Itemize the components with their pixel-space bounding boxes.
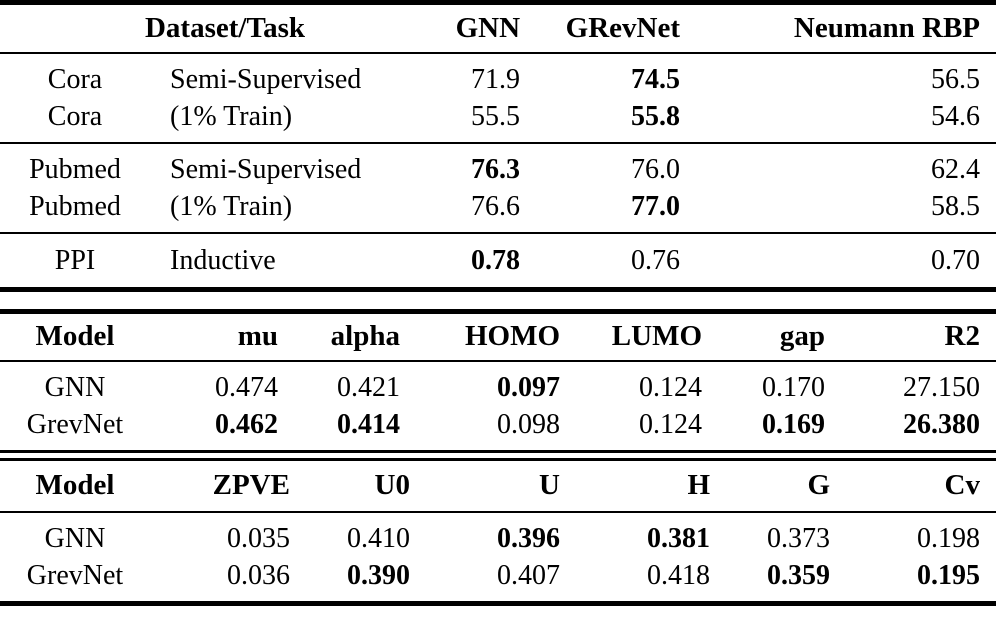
model-metrics-table-2: Model ZPVE U0 U H G Cv GNN 0.035 0.410 0… [0,458,996,606]
model-cell: GrevNet [26,559,124,591]
table-row: GNN 0.035 0.410 0.396 0.381 0.373 0.198 [0,512,996,557]
metric-value: 0.035 [227,522,290,554]
task-cell: Inductive [150,231,451,289]
metric-value: 0.169 [762,409,825,440]
gnn-value: 55.5 [471,100,521,132]
model-cell: GNN [44,522,106,554]
header-g: G [710,459,830,513]
benchmark-results-table: Dataset/Task GNN GRevNet Neumann RBP Cor… [0,0,996,292]
header-zpve: ZPVE [150,459,290,513]
table-row: GrevNet 0.462 0.414 0.098 0.124 0.169 26… [0,406,996,452]
model-cell: GNN [44,372,106,403]
metric-value: 0.410 [347,522,410,554]
metric-value: 0.124 [639,409,702,440]
header-homo: HOMO [400,311,560,362]
metric-value: 0.098 [497,409,560,440]
task-cell: (1% Train) [170,100,293,132]
header-r2: R2 [825,311,996,362]
metric-value: 0.195 [917,559,980,591]
gnn-value: 76.3 [450,141,521,188]
metric-value: 0.373 [767,522,830,554]
task-cell: Semi-Supervised [170,63,362,95]
neumann-rbp-value: 54.6 [931,100,981,132]
neumann-rbp-value: 58.5 [931,190,981,222]
grevnet-value: 77.0 [631,190,681,222]
metric-value: 27.150 [903,372,980,403]
table-row: PPI Inductive 0.78 0.76 0.70 [0,231,996,289]
metric-value: 0.407 [497,559,560,591]
metric-value: 0.474 [215,372,278,403]
metric-value: 0.462 [215,409,278,440]
metric-value: 0.390 [347,559,410,591]
grevnet-value: 55.8 [631,100,681,132]
metric-value: 0.097 [497,372,560,403]
header-neumann-rbp: Neumann RBP [680,2,996,54]
table-header-row: Model ZPVE U0 U H G Cv [0,459,996,513]
neumann-rbp-value: 56.5 [931,63,981,95]
header-u: U [410,459,560,513]
metric-value: 26.380 [903,409,980,440]
metric-value: 0.381 [647,522,710,554]
dataset-cell: PPI [0,231,150,289]
header-model: Model [0,311,150,362]
table-header-row: Model mu alpha HOMO LUMO gap R2 [0,311,996,362]
table-row: GNN 0.474 0.421 0.097 0.124 0.170 27.150 [0,361,996,406]
gnn-value: 76.6 [471,190,521,222]
neumann-rbp-value: 62.4 [680,141,996,188]
header-lumo: LUMO [560,311,702,362]
header-u0: U0 [290,459,410,513]
metric-value: 0.359 [767,559,830,591]
table-row: Cora Semi-Supervised 71.9 74.5 56.5 [0,53,996,98]
neumann-rbp-value: 0.70 [680,231,996,289]
metric-value: 0.414 [337,409,400,440]
metric-value: 0.421 [337,372,400,403]
dataset-cell: Cora [47,63,103,95]
header-mu: mu [150,311,278,362]
table-row: Pubmed (1% Train) 76.6 77.0 58.5 [0,188,996,233]
header-gap: gap [702,311,825,362]
metric-value: 0.036 [227,559,290,591]
model-cell: GrevNet [26,409,124,440]
table-row: GrevNet 0.036 0.390 0.407 0.418 0.359 0.… [0,557,996,604]
table-header-row: Dataset/Task GNN GRevNet Neumann RBP [0,2,996,54]
gnn-value: 0.78 [450,231,521,289]
metric-value: 0.198 [917,522,980,554]
dataset-cell: Cora [47,100,103,132]
header-dataset-task: Dataset/Task [0,2,451,54]
header-alpha: alpha [278,311,400,362]
metric-value: 0.396 [497,522,560,554]
grevnet-value: 74.5 [631,63,681,95]
header-gnn: GNN [450,2,521,54]
grevnet-value: 76.0 [520,141,681,188]
table-row: Pubmed Semi-Supervised 76.3 76.0 62.4 [0,141,996,188]
metric-value: 0.170 [762,372,825,403]
task-cell: (1% Train) [170,190,293,222]
gnn-value: 71.9 [471,63,521,95]
header-h: H [560,459,710,513]
dataset-cell: Pubmed [29,190,121,222]
dataset-cell: Pubmed [0,141,150,188]
metric-value: 0.418 [647,559,710,591]
model-metrics-table-1: Model mu alpha HOMO LUMO gap R2 GNN 0.47… [0,308,996,453]
header-cv: Cv [830,459,996,513]
metric-value: 0.124 [639,372,702,403]
header-model: Model [0,459,150,513]
grevnet-value: 0.76 [520,231,681,289]
header-grevnet: GRevNet [520,2,681,54]
table-row: Cora (1% Train) 55.5 55.8 54.6 [0,98,996,143]
task-cell: Semi-Supervised [150,141,451,188]
